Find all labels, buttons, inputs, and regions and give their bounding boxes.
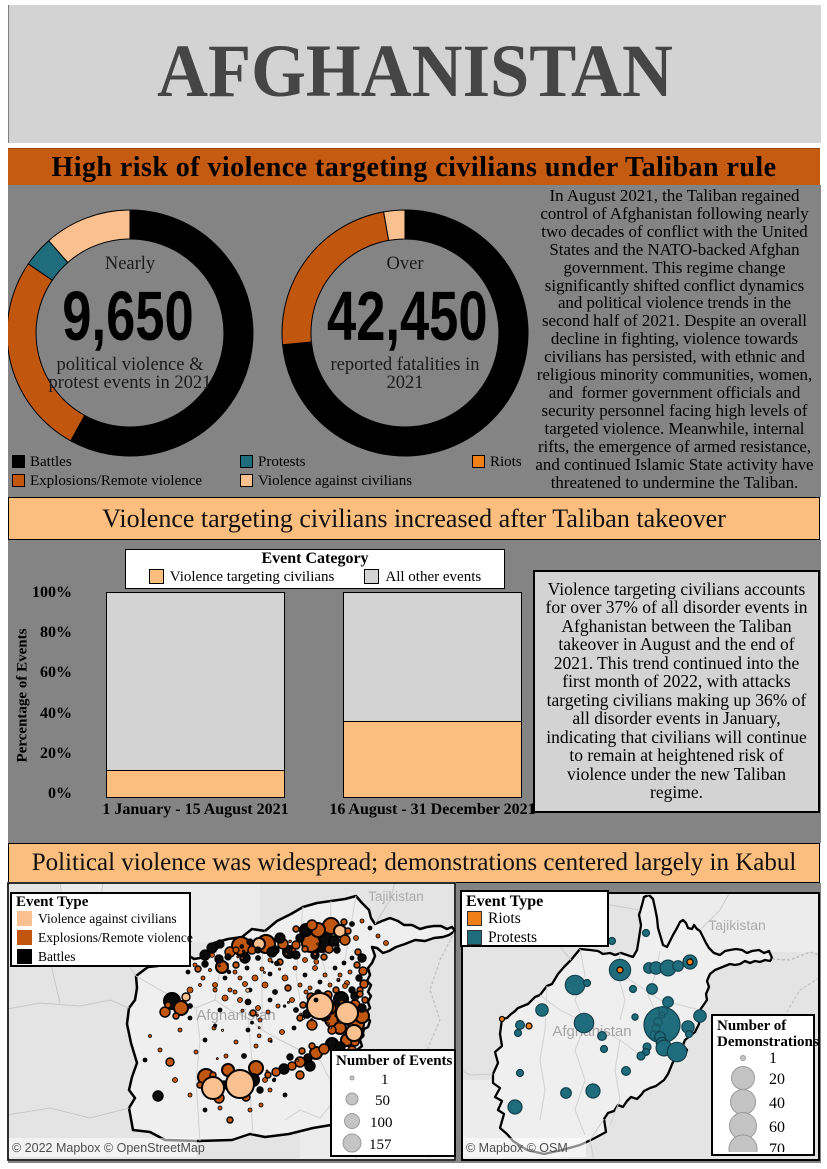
- svg-text:Afghanistan: Afghanistan: [196, 1007, 275, 1024]
- svg-text:70: 70: [769, 1141, 785, 1152]
- svg-text:Afghanistan: Afghanistan: [552, 1023, 631, 1040]
- svg-text:20: 20: [769, 1071, 785, 1088]
- svg-text:© Mapbox © OSM: © Mapbox © OSM: [466, 1141, 568, 1155]
- svg-text:157: 157: [369, 1137, 392, 1153]
- svg-text:© 2022 Mapbox © OpenStreetMap: © 2022 Mapbox © OpenStreetMap: [12, 1141, 205, 1155]
- svg-text:50: 50: [375, 1093, 390, 1109]
- svg-text:Tajikistan: Tajikistan: [708, 917, 766, 933]
- svg-text:1: 1: [381, 1072, 389, 1088]
- svg-text:60: 60: [769, 1119, 785, 1136]
- svg-text:100: 100: [370, 1115, 393, 1131]
- svg-text:Tajikistan: Tajikistan: [368, 889, 424, 904]
- svg-text:1: 1: [769, 1050, 777, 1067]
- svg-text:40: 40: [769, 1095, 785, 1112]
